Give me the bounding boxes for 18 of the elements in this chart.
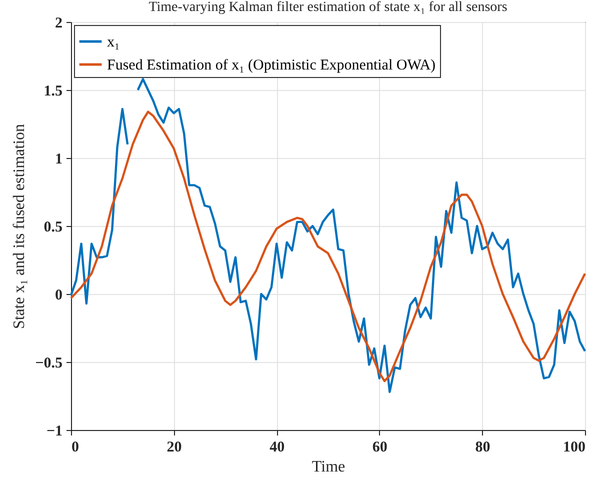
legend-label: x₁ [107,34,120,50]
chart-title: Time-varying Kalman filter estimation of state x₁ for all sensors [148,0,508,15]
y-tick-label: 0.5 [44,220,62,236]
x-tick-label: 0 [72,440,79,456]
y-axis-title: State x₁ and its fused estimation [11,124,28,330]
y-tick-label: 1.5 [44,84,62,100]
legend-label: Fused Estimation of x₁ (Optimistic Exponential OWA) [107,58,436,74]
y-tick-label: 1 [55,152,62,168]
x-tick-label: 40 [270,440,285,456]
x-tick-label: 100 [563,440,586,456]
x-axis-title: Time [312,458,346,476]
y-tick-label: −1 [46,424,62,440]
x-tick-label: 80 [475,440,490,456]
y-tick-label: 2 [55,16,62,32]
x-tick-label: 20 [166,440,182,456]
x-tick-label: 60 [372,440,388,456]
y-tick-label: −0.5 [35,356,62,372]
y-tick-label: 0 [55,288,62,304]
